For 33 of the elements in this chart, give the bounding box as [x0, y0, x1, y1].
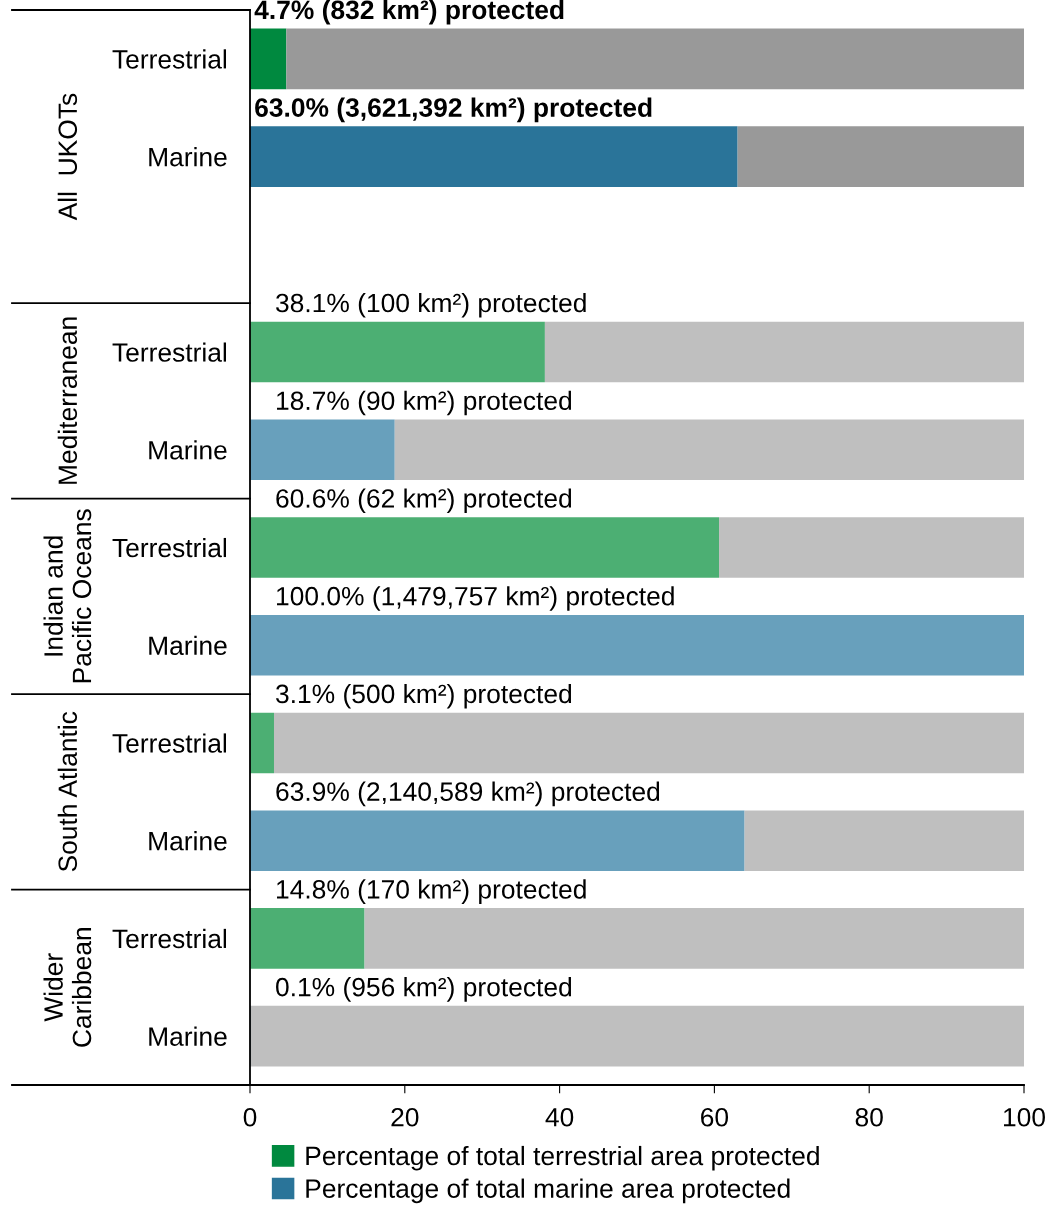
- text: All UKOTs: [57, 93, 78, 221]
- text: South Atlantic: [57, 711, 78, 872]
- legend-label: Percentage of total terrestrial area protected: [306, 1145, 819, 1171]
- y-tick-label: Terrestrial: [112, 928, 227, 949]
- text: Wider Caribbean: [43, 928, 92, 1047]
- x-tick-label: 80: [855, 1107, 883, 1127]
- data-label: 14.8% (170 km²) protected: [277, 879, 586, 904]
- y-tick-label: Marine: [149, 1026, 227, 1046]
- y-tick-label: Marine: [149, 635, 227, 656]
- x-tick-label: 60: [701, 1107, 729, 1127]
- data-label: 63.0% (3,621,392 km²) protected: [255, 97, 652, 123]
- data-label: 60.6% (62 km²) protected: [276, 488, 572, 514]
- x-tick-label: 20: [391, 1107, 419, 1127]
- y-tick-label: Marine: [149, 831, 227, 851]
- legend-label: Percentage of total marine area protected: [306, 1178, 790, 1204]
- y-tick-label: Marine: [149, 147, 227, 167]
- text: Mediterranean: [57, 317, 78, 484]
- y-tick-label: Terrestrial: [112, 49, 227, 69]
- data-label: 3.1% (500 km²) protected: [276, 683, 572, 709]
- text: Indian and Pacific Oceans: [43, 509, 92, 683]
- data-label: 38.1% (100 km²) protected: [276, 292, 586, 318]
- x-tick-label: 0: [243, 1107, 257, 1127]
- data-label: 4.7% (832 km²) protected: [254, 0, 564, 25]
- x-tick-label: 40: [545, 1107, 574, 1127]
- data-label: 63.9% (2,140,589 km²) protected: [276, 781, 660, 807]
- y-tick-label: Terrestrial: [112, 733, 227, 753]
- y-tick-label: Terrestrial: [112, 537, 227, 558]
- data-label: 18.7% (90 km²) protected: [277, 390, 572, 416]
- y-tick-label: Marine: [149, 440, 227, 460]
- data-label: 0.1% (956 km²) protected: [276, 977, 572, 1002]
- data-label: 100.0% (1,479,757 km²) protected: [277, 586, 674, 611]
- y-tick-label: Terrestrial: [112, 342, 227, 362]
- x-tick-label: 100: [1004, 1107, 1045, 1127]
